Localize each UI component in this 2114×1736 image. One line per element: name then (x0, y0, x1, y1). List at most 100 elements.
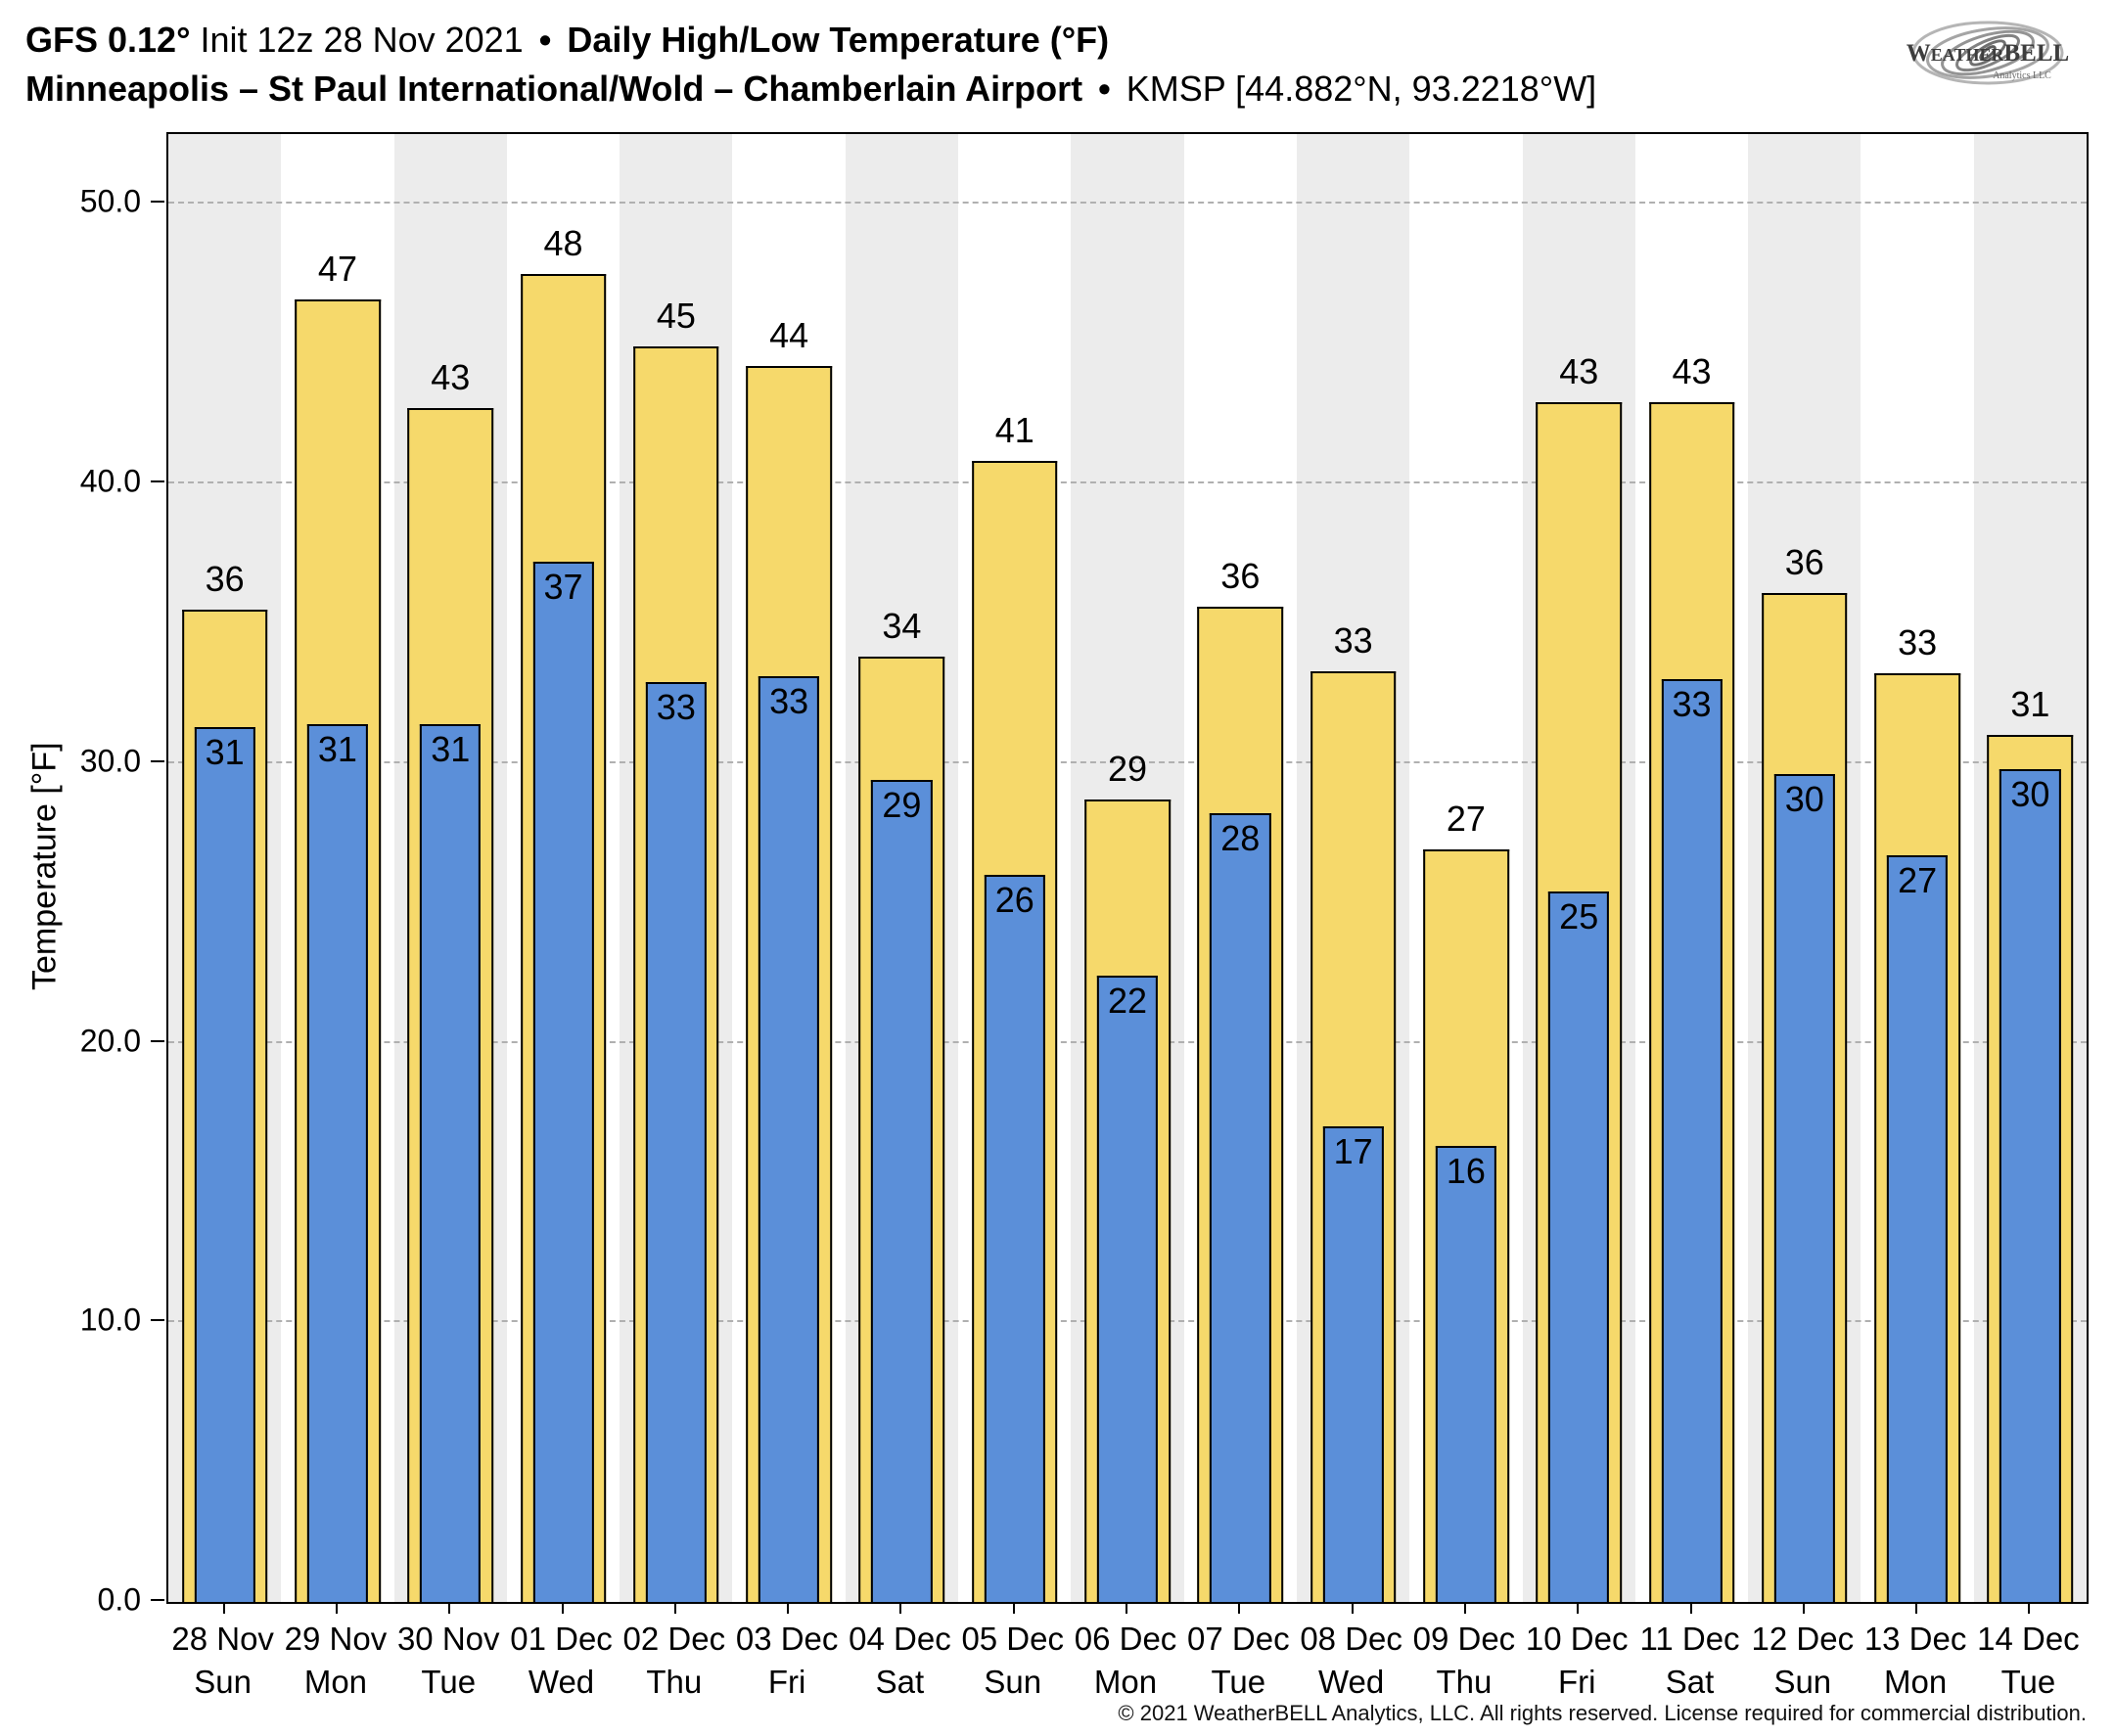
x-tick-label: 30 Nov Tue (392, 1604, 505, 1703)
chart-frame: 36 31 47 31 43 31 48 37 45 33 44 33 34 29 41 26 29 22 36 28… (166, 132, 2089, 1604)
x-tick-mark (1915, 1604, 1918, 1614)
y-axis: 0.0 10.0 20.0 30.0 40.0 50.0 (0, 132, 164, 1618)
y-tick-mark (151, 759, 164, 762)
high-value-label: 33 (1333, 619, 1373, 661)
x-tick-label: 07 Dec Tue (1182, 1604, 1295, 1703)
day-column: 33 27 (1861, 134, 1973, 1602)
x-tick-mark (561, 1604, 564, 1614)
low-value-label: 37 (543, 567, 583, 608)
y-tick-mark (151, 1039, 164, 1042)
high-value-label: 48 (543, 222, 583, 263)
low-bar: 25 (1548, 891, 1610, 1602)
day-column: 36 31 (168, 134, 282, 1602)
day-column: 43 33 (1635, 134, 1748, 1602)
x-date-label: 29 Nov (284, 1621, 388, 1657)
x-tick-mark (787, 1604, 790, 1614)
x-tick-mark (1802, 1604, 1805, 1614)
title-model: GFS 0.12° (25, 20, 191, 60)
day-column: 43 31 (393, 134, 507, 1602)
x-tick-mark (2028, 1604, 2031, 1614)
x-date-label: 04 Dec (849, 1621, 951, 1657)
high-value-label: 47 (317, 248, 357, 289)
high-value-label: 45 (656, 296, 696, 337)
x-day-label: Sun (1773, 1663, 1832, 1700)
x-tick-label: 02 Dec Thu (618, 1604, 730, 1703)
x-tick-label: 06 Dec Mon (1069, 1604, 1181, 1703)
x-tick-label: 11 Dec Sat (1633, 1604, 1746, 1703)
x-day-label: Thu (646, 1663, 703, 1700)
x-day-label: Mon (1884, 1663, 1948, 1700)
x-date-label: 01 Dec (510, 1621, 613, 1657)
title-line-1: GFS 0.12° Init 12z 28 Nov 2021 • Daily H… (25, 16, 1596, 65)
x-date-label: 30 Nov (396, 1621, 500, 1657)
y-tick-mark (151, 1319, 164, 1322)
high-value-label: 29 (1108, 749, 1148, 789)
low-bar: 27 (1886, 855, 1949, 1602)
day-column: 44 33 (732, 134, 845, 1602)
x-tick-mark (335, 1604, 338, 1614)
low-bar: 29 (871, 780, 933, 1602)
day-column: 47 31 (281, 134, 393, 1602)
day-column: 34 29 (845, 134, 959, 1602)
day-column: 43 25 (1522, 134, 1635, 1602)
y-tick-mark (151, 1599, 164, 1601)
low-value-label: 25 (1559, 896, 1599, 937)
hurricane-swirl-icon: WeatherBELL Analytics LLC (1907, 21, 2069, 85)
high-value-label: 41 (994, 410, 1034, 451)
gridline (168, 202, 2087, 205)
x-day-label: Tue (1211, 1663, 1266, 1700)
x-date-label: 07 Dec (1187, 1621, 1290, 1657)
logo-subtext: Analytics LLC (1993, 70, 2051, 81)
y-tick-label: 20.0 (79, 1023, 141, 1059)
station-name: Minneapolis – St Paul International/Wold… (25, 69, 1083, 110)
x-date-label: 28 Nov (171, 1621, 274, 1657)
high-value-label: 43 (431, 357, 471, 397)
low-bar: 30 (1999, 768, 2061, 1602)
logo-text: WeatherBELL (1907, 40, 2069, 67)
title-metric: Daily High/Low Temperature (°F) (567, 20, 1110, 60)
y-tick-label: 10.0 (79, 1302, 141, 1338)
station-id: KMSP [44.882°N, 93.2218°W] (1126, 69, 1597, 110)
y-tick-label: 50.0 (79, 183, 141, 219)
x-tick-label: 05 Dec Sun (956, 1604, 1069, 1703)
low-bar: 31 (306, 723, 369, 1602)
x-day-label: Sat (1665, 1663, 1715, 1700)
day-column: 33 17 (1296, 134, 1410, 1602)
y-tick-mark (151, 480, 164, 483)
low-bar: 33 (758, 676, 820, 1602)
high-value-label: 43 (1559, 351, 1599, 392)
chart-header: GFS 0.12° Init 12z 28 Nov 2021 • Daily H… (25, 16, 1596, 114)
low-bar: 22 (1096, 976, 1159, 1602)
day-column: 36 30 (1748, 134, 1861, 1602)
x-tick-label: 14 Dec Tue (1972, 1604, 2085, 1703)
x-date-label: 02 Dec (622, 1621, 726, 1657)
x-date-label: 13 Dec (1863, 1621, 1967, 1657)
title-line-2: Minneapolis – St Paul International/Wold… (25, 65, 1596, 114)
plot-area: 36 31 47 31 43 31 48 37 45 33 44 33 34 29 41 26 29 22 36 28… (168, 134, 2088, 1602)
x-tick-label: 29 Nov Mon (279, 1604, 391, 1703)
low-value-label: 30 (1784, 779, 1824, 820)
x-day-label: Thu (1436, 1663, 1493, 1700)
x-tick-label: 28 Nov Sun (166, 1604, 279, 1703)
low-value-label: 16 (1446, 1151, 1486, 1192)
x-date-label: 05 Dec (961, 1621, 1064, 1657)
x-date-label: 10 Dec (1525, 1621, 1629, 1657)
low-value-label: 33 (1672, 684, 1712, 725)
x-date-label: 08 Dec (1300, 1621, 1402, 1657)
low-value-label: 31 (317, 728, 357, 769)
x-tick-mark (673, 1604, 676, 1614)
high-value-label: 36 (205, 558, 245, 599)
low-value-label: 17 (1333, 1131, 1373, 1172)
low-bar: 30 (1773, 774, 1835, 1602)
high-value-label: 44 (769, 315, 809, 356)
day-column: 41 26 (958, 134, 1071, 1602)
x-date-label: 06 Dec (1074, 1621, 1177, 1657)
x-tick-mark (448, 1604, 451, 1614)
high-value-label: 27 (1446, 799, 1486, 840)
low-value-label: 28 (1220, 818, 1261, 859)
low-bar: 16 (1435, 1146, 1497, 1602)
y-tick-label: 0.0 (97, 1581, 141, 1618)
low-bar: 17 (1322, 1126, 1384, 1602)
x-day-label: Wed (528, 1663, 595, 1700)
